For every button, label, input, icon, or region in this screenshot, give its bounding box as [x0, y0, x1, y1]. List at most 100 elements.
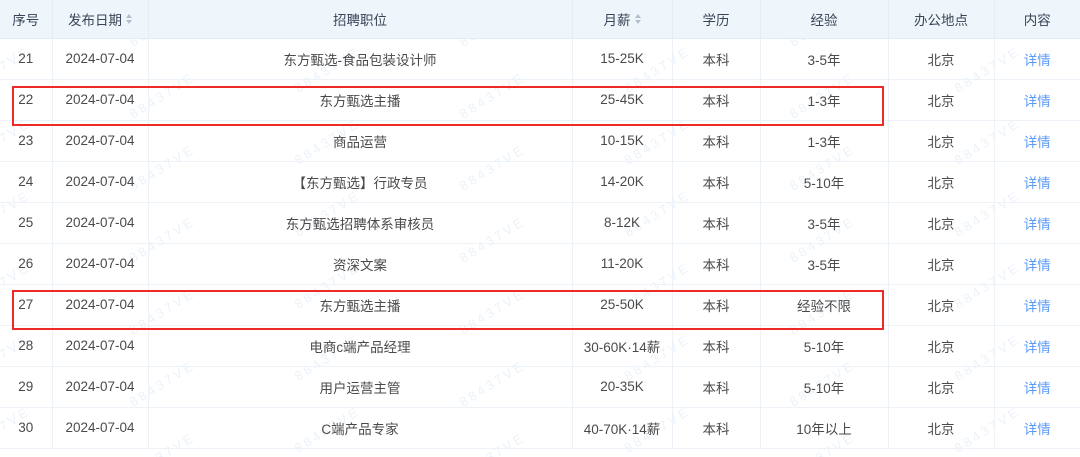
cell-title: 商品运营 — [148, 120, 573, 162]
cell-exp: 5-10年 — [760, 325, 889, 367]
cell-location: 北京 — [888, 202, 995, 244]
column-header-label: 招聘职位 — [333, 12, 387, 28]
cell-salary: 25-50K — [572, 284, 673, 326]
cell-date: 2024-07-04 — [52, 202, 149, 244]
cell-exp: 经验不限 — [760, 284, 889, 326]
cell-title: 东方甄选-食品包装设计师 — [148, 38, 573, 80]
detail-link[interactable]: 详情 — [1023, 421, 1051, 437]
detail-link[interactable]: 详情 — [1023, 52, 1051, 68]
cell-exp: 5-10年 — [760, 161, 889, 203]
cell-exp: 1-3年 — [760, 79, 889, 121]
detail-link[interactable]: 详情 — [1023, 339, 1051, 355]
detail-link[interactable]: 详情 — [1023, 380, 1051, 396]
column-header-index: 序号 — [0, 0, 53, 39]
cell-edu: 本科 — [672, 325, 761, 367]
cell-location: 北京 — [888, 120, 995, 162]
detail-link[interactable]: 详情 — [1023, 134, 1051, 150]
cell-salary: 8-12K — [572, 202, 673, 244]
cell-salary: 25-45K — [572, 79, 673, 121]
cell-title: 【东方甄选】行政专员 — [148, 161, 573, 203]
cell-salary: 14-20K — [572, 161, 673, 203]
cell-location: 北京 — [888, 284, 995, 326]
cell-location: 北京 — [888, 366, 995, 408]
cell-content[interactable]: 详情 — [994, 38, 1080, 80]
table-row[interactable]: 21 2024-07-04 东方甄选-食品包装设计师 15-25K 本科 3-5年 北京 详情 — [0, 38, 1080, 80]
cell-salary: 10-15K — [572, 120, 673, 162]
cell-date: 2024-07-04 — [52, 366, 149, 408]
column-header-location: 办公地点 — [888, 0, 995, 39]
table-row[interactable]: 22 2024-07-04 东方甄选主播 25-45K 本科 1-3年 北京 详情 — [0, 79, 1080, 121]
table-row[interactable]: 26 2024-07-04 资深文案 11-20K 本科 3-5年 北京 详情 — [0, 243, 1080, 285]
column-header-inner: 经验 — [811, 9, 838, 29]
cell-content[interactable]: 详情 — [994, 366, 1080, 408]
cell-location: 北京 — [888, 38, 995, 80]
cell-salary: 11-20K — [572, 243, 673, 285]
column-header-title: 招聘职位 — [148, 0, 573, 39]
cell-location: 北京 — [888, 407, 995, 449]
column-header-inner: 发布日期 — [68, 9, 132, 29]
detail-link[interactable]: 详情 — [1023, 257, 1051, 273]
cell-index: 24 — [0, 161, 53, 203]
cell-title: 东方甄选主播 — [148, 284, 573, 326]
detail-link[interactable]: 详情 — [1023, 93, 1051, 109]
table-row[interactable]: 30 2024-07-04 C端产品专家 40-70K·14薪 本科 10年以上 北京 详情 — [0, 407, 1080, 449]
cell-location: 北京 — [888, 161, 995, 203]
table-header: 序号 发布日期 招聘职位 月薪 学历 经验 办公地点 内容 — [0, 0, 1080, 39]
header-row: 序号 发布日期 招聘职位 月薪 学历 经验 办公地点 内容 — [0, 0, 1080, 39]
table-row[interactable]: 23 2024-07-04 商品运营 10-15K 本科 1-3年 北京 详情 — [0, 120, 1080, 162]
cell-salary: 20-35K — [572, 366, 673, 408]
column-header-inner: 内容 — [1024, 9, 1051, 29]
table-row[interactable]: 29 2024-07-04 用户运营主管 20-35K 本科 5-10年 北京 详情 — [0, 366, 1080, 408]
cell-content[interactable]: 详情 — [994, 120, 1080, 162]
cell-content[interactable]: 详情 — [994, 161, 1080, 203]
sort-updown-icon[interactable] — [126, 14, 132, 25]
cell-date: 2024-07-04 — [52, 284, 149, 326]
cell-index: 23 — [0, 120, 53, 162]
table-row[interactable]: 25 2024-07-04 东方甄选招聘体系审核员 8-12K 本科 3-5年 北京 详情 — [0, 202, 1080, 244]
column-header-inner: 招聘职位 — [333, 9, 387, 29]
cell-index: 30 — [0, 407, 53, 449]
column-header-salary[interactable]: 月薪 — [572, 0, 673, 39]
cell-edu: 本科 — [672, 202, 761, 244]
column-header-label: 内容 — [1023, 12, 1051, 28]
column-header-date[interactable]: 发布日期 — [52, 0, 149, 39]
cell-exp: 3-5年 — [760, 202, 889, 244]
cell-title: 资深文案 — [148, 243, 573, 285]
column-header-label: 发布日期 — [68, 12, 122, 28]
cell-salary: 40-70K·14薪 — [572, 407, 673, 449]
column-header-label: 经验 — [810, 12, 838, 28]
table-row[interactable]: 24 2024-07-04 【东方甄选】行政专员 14-20K 本科 5-10年 北京 详情 — [0, 161, 1080, 203]
column-header-label: 学历 — [702, 12, 730, 28]
cell-content[interactable]: 详情 — [994, 284, 1080, 326]
cell-content[interactable]: 详情 — [994, 79, 1080, 121]
column-header-inner: 学历 — [703, 9, 730, 29]
cell-index: 28 — [0, 325, 53, 367]
detail-link[interactable]: 详情 — [1023, 175, 1051, 191]
cell-content[interactable]: 详情 — [994, 202, 1080, 244]
cell-content[interactable]: 详情 — [994, 243, 1080, 285]
cell-edu: 本科 — [672, 79, 761, 121]
cell-content[interactable]: 详情 — [994, 325, 1080, 367]
cell-date: 2024-07-04 — [52, 325, 149, 367]
table-row[interactable]: 27 2024-07-04 东方甄选主播 25-50K 本科 经验不限 北京 详情 — [0, 284, 1080, 326]
cell-exp: 10年以上 — [760, 407, 889, 449]
cell-edu: 本科 — [672, 38, 761, 80]
sort-updown-icon[interactable] — [634, 14, 641, 25]
cell-exp: 3-5年 — [760, 38, 889, 80]
detail-link[interactable]: 详情 — [1023, 298, 1051, 314]
cell-exp: 3-5年 — [760, 243, 889, 285]
cell-title: 东方甄选招聘体系审核员 — [148, 202, 573, 244]
column-header-label: 序号 — [12, 12, 40, 28]
cell-index: 27 — [0, 284, 53, 326]
cell-edu: 本科 — [672, 284, 761, 326]
detail-link[interactable]: 详情 — [1023, 216, 1051, 232]
cell-content[interactable]: 详情 — [994, 407, 1080, 449]
cell-edu: 本科 — [672, 366, 761, 408]
cell-exp: 1-3年 — [760, 120, 889, 162]
cell-title: 用户运营主管 — [148, 366, 573, 408]
cell-index: 25 — [0, 202, 53, 244]
cell-title: 电商c端产品经理 — [148, 325, 573, 367]
table-row[interactable]: 28 2024-07-04 电商c端产品经理 30-60K·14薪 本科 5-10年 北京 详… — [0, 325, 1080, 367]
